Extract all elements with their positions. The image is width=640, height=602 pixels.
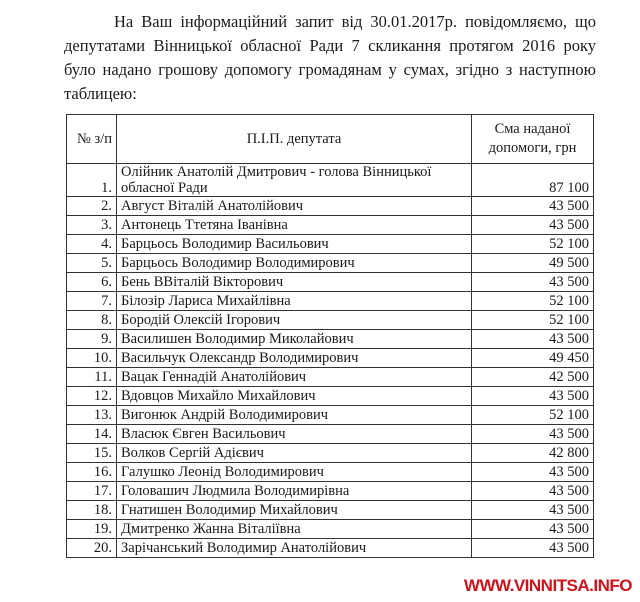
row-name: Август Віталій Анатолійович	[116, 196, 472, 216]
row-name: Гнатишен Володимир Михайлович	[116, 500, 472, 520]
table-row: 7. Білозір Лариса Михайлівна 52 100	[66, 291, 594, 311]
table-row: 3. Антонець Ттетяна Іванівна 43 500	[66, 215, 594, 235]
row-amount: 43 500	[471, 215, 594, 235]
table-row: 6. Бень ВВіталій Вікторович 43 500	[66, 272, 594, 292]
table-row: 9. Василишен Володимир Миколайович 43 500	[66, 329, 594, 349]
row-name: Головашич Людмила Володимирівна	[116, 481, 472, 501]
row-amount: 52 100	[471, 234, 594, 254]
row-number: 5.	[66, 253, 117, 273]
table-row: 11. Вацак Геннадій Анатолійович 42 500	[66, 367, 594, 387]
row-name: Бородій Олексій Ігорович	[116, 310, 472, 330]
table-row: 15. Волков Сергій Адієвич 42 800	[66, 443, 594, 463]
row-name: Олійник Анатолій Дмитрович - голова Вінн…	[116, 163, 472, 197]
intro-paragraph: На Ваш інформаційний запит від 30.01.201…	[64, 10, 596, 106]
row-amount: 43 500	[471, 519, 594, 539]
row-name: Вдовцов Михайло Михайлович	[116, 386, 472, 406]
row-number: 6.	[66, 272, 117, 292]
row-name: Василишен Володимир Миколайович	[116, 329, 472, 349]
row-amount: 43 500	[471, 462, 594, 482]
row-amount: 43 500	[471, 538, 594, 558]
row-amount: 42 500	[471, 367, 594, 387]
row-name: Барцьось Володимир Володимирович	[116, 253, 472, 273]
table-row: 18. Гнатишен Володимир Михайлович 43 500	[66, 500, 594, 520]
table-row: 2. Август Віталій Анатолійович 43 500	[66, 196, 594, 216]
row-number: 1.	[66, 163, 117, 197]
table-row: 10. Васильчук Олександр Володимирович 49 4…	[66, 348, 594, 368]
row-name: Дмитренко Жанна Віталіївна	[116, 519, 472, 539]
intro-rest: депутатами Вінницької обласної Ради 7 ск…	[64, 36, 596, 103]
row-number: 2.	[66, 196, 117, 216]
table-row: 12. Вдовцов Михайло Михайлович 43 500	[66, 386, 594, 406]
table-row: 16. Галушко Леонід Володимирович 43 500	[66, 462, 594, 482]
table-row: 14. Власюк Євген Васильович 43 500	[66, 424, 594, 444]
row-amount: 43 500	[471, 500, 594, 520]
row-number: 15.	[66, 443, 117, 463]
row-name: Галушко Леонід Володимирович	[116, 462, 472, 482]
row-number: 8.	[66, 310, 117, 330]
row-name: Барцьось Володимир Васильович	[116, 234, 472, 254]
table-row: 13. Вигонюк Андрій Володимирович 52 100	[66, 405, 594, 425]
row-amount: 52 100	[471, 310, 594, 330]
row-number: 10.	[66, 348, 117, 368]
row-name: Антонець Ттетяна Іванівна	[116, 215, 472, 235]
watermark-logo: WWW.VINNITSA.INFO	[463, 576, 633, 595]
row-number: 7.	[66, 291, 117, 311]
row-number: 12.	[66, 386, 117, 406]
row-number: 18.	[66, 500, 117, 520]
table-row: 19. Дмитренко Жанна Віталіївна 43 500	[66, 519, 594, 539]
row-name: Білозір Лариса Михайлівна	[116, 291, 472, 311]
row-amount: 87 100	[471, 163, 594, 197]
table-row: 17. Головашич Людмила Володимирівна 43 500	[66, 481, 594, 501]
row-number: 9.	[66, 329, 117, 349]
row-amount: 43 500	[471, 329, 594, 349]
row-number: 16.	[66, 462, 117, 482]
row-number: 4.	[66, 234, 117, 254]
row-amount: 49 450	[471, 348, 594, 368]
row-number: 17.	[66, 481, 117, 501]
header-name: П.І.П. депутата	[116, 114, 472, 164]
row-number: 14.	[66, 424, 117, 444]
row-name: Зарічанський Володимир Анатолійович	[116, 538, 472, 558]
row-amount: 43 500	[471, 386, 594, 406]
row-number: 19.	[66, 519, 117, 539]
row-amount: 43 500	[471, 272, 594, 292]
header-amount: Сма наданої допомоги, грн	[471, 114, 594, 164]
row-name: Вигонюк Андрій Володимирович	[116, 405, 472, 425]
row-number: 20.	[66, 538, 117, 558]
row-number: 13.	[66, 405, 117, 425]
row-amount: 52 100	[471, 405, 594, 425]
table-row: 4. Барцьось Володимир Васильович 52 100	[66, 234, 594, 254]
row-amount: 49 500	[471, 253, 594, 273]
row-name: Власюк Євген Васильович	[116, 424, 472, 444]
row-number: 3.	[66, 215, 117, 235]
row-amount: 43 500	[471, 196, 594, 216]
table-header-row: № з/п П.І.П. депутата Сма наданої допомо…	[66, 114, 594, 164]
row-amount: 42 800	[471, 443, 594, 463]
row-name: Васильчук Олександр Володимирович	[116, 348, 472, 368]
table-row: 5. Барцьось Володимир Володимирович 49 500	[66, 253, 594, 273]
row-name: Волков Сергій Адієвич	[116, 443, 472, 463]
row-amount: 43 500	[471, 424, 594, 444]
row-amount: 43 500	[471, 481, 594, 501]
row-number: 11.	[66, 367, 117, 387]
aid-table: № з/п П.І.П. депутата Сма наданої допомо…	[66, 114, 594, 558]
table-row: 1. Олійник Анатолій Дмитрович - голова Ві…	[66, 163, 594, 197]
header-number: № з/п	[66, 114, 117, 164]
row-name: Вацак Геннадій Анатолійович	[116, 367, 472, 387]
intro-line-1: На Ваш інформаційний запит від 30.01.201…	[114, 12, 596, 31]
table-row: 8. Бородій Олексій Ігорович 52 100	[66, 310, 594, 330]
row-amount: 52 100	[471, 291, 594, 311]
row-name: Бень ВВіталій Вікторович	[116, 272, 472, 292]
table-row: 20. Зарічанський Володимир Анатолійович 43…	[66, 538, 594, 558]
